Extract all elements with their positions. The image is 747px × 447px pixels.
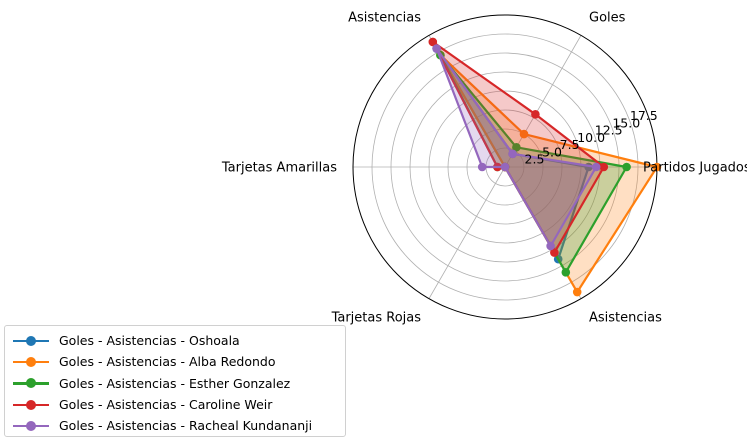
series-4-point-0 [591,162,601,172]
radial-tick-label: 2.5 [525,152,545,167]
legend-label: Goles - Asistencias - Oshoala [59,333,240,349]
series-2-point-1 [512,142,521,152]
series-3-point-2 [428,37,438,47]
legend-item: Goles - Asistencias - Oshoala [11,330,345,351]
series-1-point-1 [519,129,529,139]
radial-tick-label: 17.5 [630,108,658,123]
series-4-point-4 [500,162,510,172]
legend-item: Goles - Asistencias - Esther Gonzalez [11,373,345,394]
radial-tick-label: 10.0 [577,130,605,145]
axis-label-5: Asistencias [589,310,662,325]
axis-label-4: Tarjetas Rojas [331,310,422,325]
axis-label-1: Goles [589,11,626,26]
legend-item: Goles - Asistencias - Caroline Weir [11,394,345,415]
legend-item: Goles - Asistencias - Racheal Kundananji [11,415,345,436]
series-4-point-2 [432,44,441,53]
axis-label-2: Asistencias [348,11,421,26]
legend-label: Goles - Asistencias - Esther Gonzalez [59,375,291,391]
series-3-point-5 [550,248,559,257]
radar-series [428,37,662,297]
radar-labels: 2.55.07.510.012.515.017.5 Partidos Jugado… [221,11,747,326]
axis-label-0: Partidos Jugados [643,161,747,176]
legend-swatch [11,419,51,433]
series-2-point-5 [561,268,571,277]
legend-swatch [11,334,51,348]
series-2-point-0 [622,162,631,172]
grid-spoke-4 [428,166,506,299]
radial-tick-label: 5.0 [542,144,562,159]
series-3-point-0 [599,162,609,172]
radial-tick-label: 7.5 [560,137,580,152]
series-fill-2 [440,55,627,273]
series-1-point-5 [572,287,582,297]
series-fill-1 [440,55,657,293]
legend-item: Goles - Asistencias - Alba Redondo [11,351,345,372]
radial-tick-label: 12.5 [595,123,623,138]
legend-label: Goles - Asistencias - Caroline Weir [59,397,273,413]
legend-label: Goles - Asistencias - Alba Redondo [59,354,276,370]
legend-label: Goles - Asistencias - Racheal Kundananji [59,418,313,434]
series-1-point-0 [652,162,662,172]
axis-label-3: Tarjetas Amarillas [221,161,337,176]
series-4-point-3 [477,162,487,172]
series-fill-3 [432,41,604,253]
legend-swatch [11,355,51,369]
series-3-point-1 [531,110,540,119]
chart-legend: Goles - Asistencias - Oshoala Goles - Asi… [4,325,346,437]
series-4-point-1 [508,149,517,159]
series-fill-4 [436,48,597,246]
legend-swatch [11,376,51,390]
radial-tick-label: 15.0 [612,115,640,130]
series-line-1 [439,53,659,294]
series-4-point-5 [546,241,555,251]
legend-swatch [11,398,51,412]
